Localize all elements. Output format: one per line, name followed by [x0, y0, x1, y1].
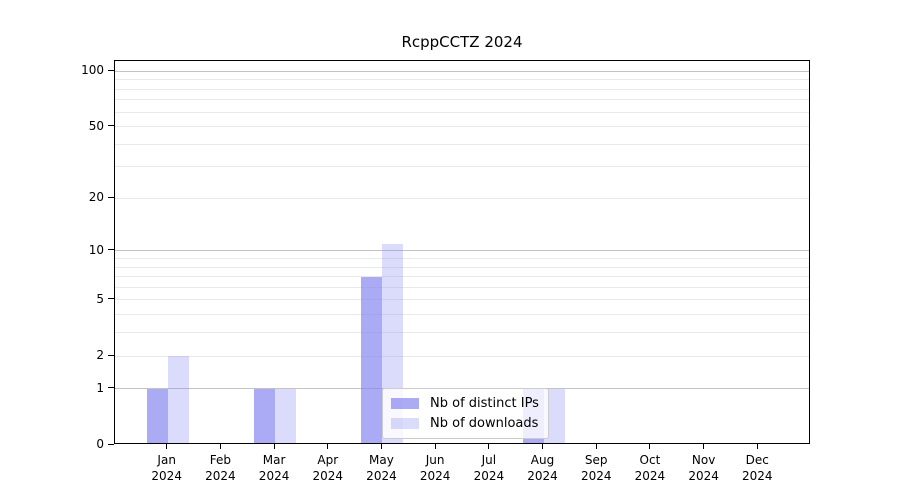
x-axis-label-feb: Feb 2024: [205, 453, 236, 484]
gridline-minor-20: [115, 197, 809, 199]
x-tick-mark-apr: [327, 444, 329, 449]
gridline-minor-9: [115, 257, 809, 259]
gridline-minor-90: [115, 79, 809, 81]
x-axis-label-jun: Jun 2024: [419, 453, 451, 484]
y-axis-label-10: 10: [88, 242, 104, 257]
chart-title: RcppCCTZ 2024: [401, 33, 523, 51]
gridline-major-100: [115, 70, 809, 72]
y-tick-mark-2: [108, 354, 114, 356]
gridline-major-10: [115, 250, 809, 252]
x-axis-label-oct: Oct 2024: [634, 453, 666, 484]
y-axis-label-50: 50: [88, 118, 104, 133]
gridline-minor-4: [115, 314, 809, 316]
y-tick-mark-1: [108, 387, 114, 389]
gridline-minor-7: [115, 276, 809, 278]
gridline-minor-70: [115, 99, 809, 101]
y-tick-mark-10: [108, 249, 114, 251]
x-tick-mark-mar: [273, 444, 275, 449]
x-tick-mark-sep: [595, 444, 597, 449]
x-tick-mark-jun: [434, 444, 436, 449]
x-axis-label-nov: Nov 2024: [688, 453, 719, 484]
x-axis-label-may: May 2024: [366, 453, 397, 484]
x-tick-mark-aug: [542, 444, 544, 449]
legend-label-ips: Nb of distinct IPs: [430, 396, 539, 411]
gridline-minor-3: [115, 332, 809, 334]
bar-downloads-mar: [275, 388, 297, 443]
x-tick-mark-jul: [488, 444, 490, 449]
y-tick-mark-20: [108, 196, 114, 198]
gridline-minor-8: [115, 266, 809, 268]
x-axis-label-sep: Sep 2024: [580, 453, 612, 484]
gridline-minor-2: [115, 355, 809, 357]
y-axis-label-100: 100: [81, 63, 104, 78]
x-axis-label-aug: Aug 2024: [527, 453, 558, 484]
x-tick-mark-dec: [756, 444, 758, 449]
bar-distinct-ips-mar: [254, 388, 276, 443]
x-axis-label-mar: Mar 2024: [258, 453, 290, 484]
x-axis-label-apr: Apr 2024: [312, 453, 344, 484]
gridline-minor-60: [115, 111, 809, 113]
gridline-minor-80: [115, 88, 809, 90]
y-axis-label-0: 0: [96, 437, 104, 451]
y-axis-label-20: 20: [88, 190, 104, 205]
bar-distinct-ips-may: [361, 276, 383, 443]
x-tick-mark-nov: [703, 444, 705, 449]
gridline-minor-30: [115, 166, 809, 168]
bar-downloads-jan: [167, 356, 189, 443]
legend-swatch-ips: [391, 398, 419, 409]
bar-distinct-ips-jan: [146, 388, 168, 443]
legend: Nb of distinct IPs Nb of downloads: [382, 388, 549, 439]
x-tick-mark-feb: [219, 444, 221, 449]
x-tick-mark-may: [380, 444, 382, 449]
legend-swatch-downloads: [391, 418, 419, 429]
legend-label-downloads: Nb of downloads: [430, 416, 539, 431]
x-axis-label-jul: Jul 2024: [473, 453, 505, 484]
x-tick-mark-oct: [649, 444, 651, 449]
gridline-minor-5: [115, 299, 809, 301]
y-tick-mark-50: [108, 125, 114, 127]
y-tick-mark-0: [108, 443, 114, 445]
y-axis-label-1: 1: [96, 380, 104, 395]
y-tick-mark-100: [108, 69, 114, 71]
legend-entry-distinct-ips: Nb of distinct IPs: [391, 396, 539, 411]
gridline-minor-50: [115, 126, 809, 128]
x-axis-label-jan: Jan 2024: [151, 453, 182, 484]
gridline-minor-40: [115, 143, 809, 145]
gridline-minor-6: [115, 286, 809, 288]
plot-area: Nb of distinct IPs Nb of downloads: [114, 60, 810, 444]
y-axis-label-2: 2: [96, 348, 104, 362]
y-tick-mark-5: [108, 298, 114, 300]
y-axis-label-5: 5: [96, 291, 104, 306]
x-tick-mark-jan: [166, 444, 168, 449]
x-axis-label-dec: Dec 2024: [742, 453, 773, 484]
legend-entry-downloads: Nb of downloads: [391, 416, 539, 431]
